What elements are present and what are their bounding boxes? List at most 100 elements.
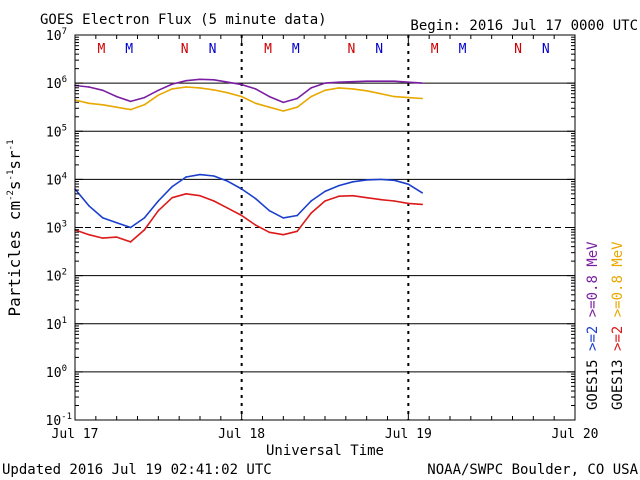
data-point [421,192,424,194]
data-point [365,90,368,92]
data-point [129,100,132,103]
data-point [254,197,257,200]
x-axis-ticks: Jul 17 Jul 18 Jul 19 Jul 20 [52,35,599,442]
data-point [226,91,229,94]
legend: GOES15 >=2 >=0.8 MeV GOES13 >=2 >=0.8 Me… [585,241,626,410]
y-tick-label: 105 [46,123,67,140]
data-point [310,212,312,214]
data-point [213,175,215,177]
data-point [115,95,118,98]
data-point [407,202,410,205]
series-line [74,86,423,112]
data-point [393,179,396,182]
local-time-marker: M [97,42,105,57]
data-point [268,95,271,98]
local-time-marker: M [431,42,439,57]
data-point [129,108,132,111]
data-point [226,207,229,210]
data-point [338,87,340,89]
data-point [393,200,396,202]
data-point [88,205,90,207]
data-point [282,233,285,236]
data-point [157,89,160,92]
y-tick-label: 104 [46,171,67,188]
data-point [213,78,215,81]
data-point [338,184,340,187]
data-point [143,217,146,219]
data-point [240,214,243,217]
series-group [74,78,424,243]
data-point [185,193,187,195]
data-point [310,200,312,202]
data-point [268,231,271,234]
data-point [88,102,90,105]
data-point [143,96,146,99]
data-point [324,190,326,193]
data-point [101,217,104,219]
data-point [254,102,257,105]
local-time-marker: M [459,42,467,57]
data-point [101,89,104,92]
data-point [407,96,410,99]
y-tick-label: 106 [46,75,67,92]
data-point [324,200,326,202]
data-point [379,92,382,95]
local-time-marker: M [292,42,300,57]
y-tick-label: 100 [46,364,67,381]
x-tick-label: Jul 20 [552,427,599,442]
data-point [115,221,118,224]
data-point [282,101,285,104]
data-point [268,106,271,108]
local-time-marker: N [375,42,383,57]
data-point [407,183,410,185]
data-point [421,97,424,100]
series-line [74,78,423,104]
data-point [185,176,187,178]
y-tick-label: 103 [46,220,67,237]
y-tick-label: 107 [46,27,67,44]
data-point [185,86,187,88]
x-tick-label: Jul 17 [52,427,99,442]
data-point [171,196,174,199]
data-point [407,81,410,83]
series-line [74,193,423,243]
local-time-marker: N [181,42,189,57]
data-point [88,233,90,236]
data-point [351,88,354,90]
local-time-marker: N [542,42,550,57]
x-tick-label: Jul 18 [218,427,265,442]
data-point [296,230,299,233]
data-point [185,79,187,82]
data-point [310,95,312,98]
local-time-marker: N [514,42,522,57]
data-point [282,217,285,219]
local-time-marker: N [209,42,217,57]
data-point [213,89,215,91]
data-point [199,173,201,176]
data-point [421,203,424,206]
data-point [101,103,104,106]
data-point [88,86,90,88]
y-axis-label: Particles cm-2s-1sr-1 [5,139,24,316]
data-point [393,95,396,98]
updated-timestamp: Updated 2016 Jul 19 02:41:02 UTC [2,462,272,478]
data-point [351,80,354,83]
data-point [129,226,132,229]
y-tick-label: 10-1 [46,412,73,429]
data-point [268,209,271,212]
chart-title: GOES Electron Flux (5 minute data) [40,12,327,28]
data-point [226,180,229,183]
data-point [171,88,174,90]
credit-label: NOAA/SWPC Boulder, CO USA [427,462,638,478]
data-point [199,194,201,197]
data-point [171,83,174,85]
data-point [157,200,160,202]
data-point [157,94,160,96]
data-point [226,81,229,83]
data-point [115,106,118,108]
data-point [101,237,104,239]
data-point [365,80,368,82]
data-point [240,188,243,190]
data-point [351,194,354,197]
